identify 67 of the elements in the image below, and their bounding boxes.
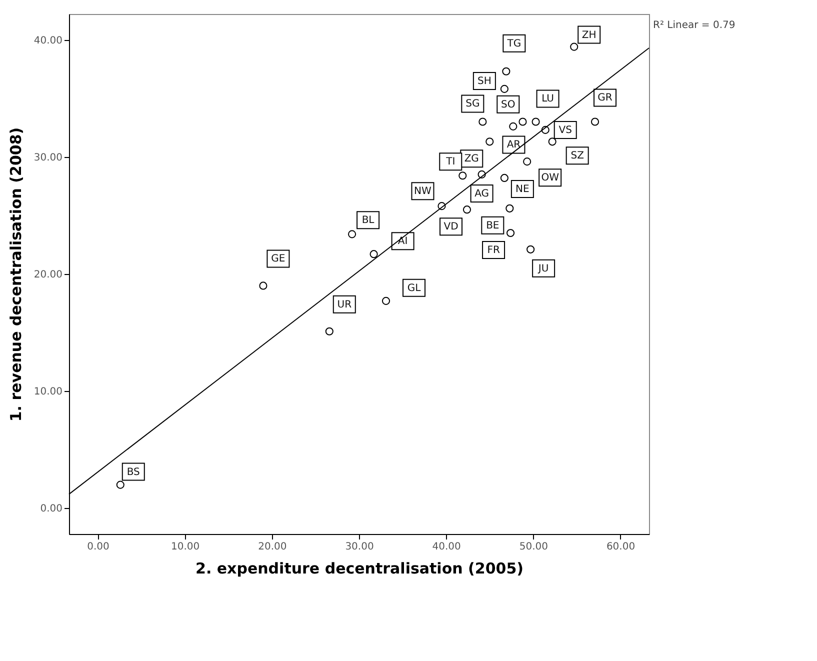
point (532, 118, 540, 126)
text: R² Linear = 0.79 (653, 20, 736, 31)
point (590, 118, 600, 126)
point (116, 480, 124, 489)
annotation: LU (542, 94, 554, 105)
point (570, 42, 578, 51)
annotation: OW (541, 172, 560, 184)
x-tick-label: 60.00 (606, 542, 636, 552)
x-axis-title: 2. expenditure decentralisation (2005) (196, 560, 524, 578)
point (259, 282, 268, 290)
annotation: FR (487, 245, 500, 256)
point (500, 84, 508, 93)
point (462, 206, 472, 214)
point (486, 138, 494, 146)
y-tick-label: 40.00 (34, 35, 62, 46)
point (348, 230, 356, 238)
point (500, 174, 508, 182)
annotation: SH (478, 76, 492, 87)
annotation: ZG (464, 154, 479, 165)
annotation: TG (506, 38, 522, 50)
point (502, 67, 510, 76)
annotation: GL (407, 282, 422, 294)
annotation: SO (501, 99, 516, 110)
annotation: BL (362, 215, 375, 226)
point (370, 250, 378, 258)
y-tick-label: 10.00 (34, 386, 62, 398)
annotation: UR (337, 299, 352, 310)
annotation: JU (537, 263, 549, 274)
point (548, 138, 556, 146)
point (506, 228, 515, 238)
point (325, 327, 334, 336)
annotation: BS (126, 466, 140, 478)
point (523, 158, 532, 166)
annotation: AI (398, 236, 408, 248)
annotation: NE (516, 184, 530, 195)
x-tick-label: 10.00 (171, 542, 200, 552)
x-tick-label: 20.00 (258, 542, 287, 552)
annotation: GR (598, 92, 612, 104)
annotation: VD (444, 222, 459, 233)
annotation: BE (486, 220, 500, 232)
point (382, 296, 390, 305)
point (478, 170, 486, 178)
point (506, 204, 514, 212)
point (458, 172, 467, 180)
point (509, 122, 518, 130)
annotation: SG (466, 98, 480, 110)
point (541, 126, 550, 134)
x-tick-label: 50.00 (519, 542, 548, 552)
y-tick-label: 20.00 (34, 270, 62, 280)
point (518, 118, 527, 126)
annotation: GE (271, 254, 286, 265)
point (478, 118, 487, 126)
x-tick-label: 0.00 (87, 542, 110, 552)
y-tick-label: 0.00 (40, 504, 62, 515)
point (438, 202, 446, 210)
annotation: AG (474, 188, 490, 200)
x-tick-label: 40.00 (432, 542, 461, 552)
annotation: NW (414, 186, 432, 198)
y-axis-title: 1. revenue decentralisation (2008) (6, 127, 25, 422)
y-tick-label: 30.00 (34, 152, 62, 164)
x-tick-label: 30.00 (345, 542, 374, 552)
point (526, 245, 535, 254)
annotation: SZ (570, 150, 584, 162)
annotation: VS (558, 124, 572, 136)
annotation: AR (506, 140, 521, 151)
annotation: TI (445, 156, 456, 168)
annotation: ZH (582, 30, 596, 41)
